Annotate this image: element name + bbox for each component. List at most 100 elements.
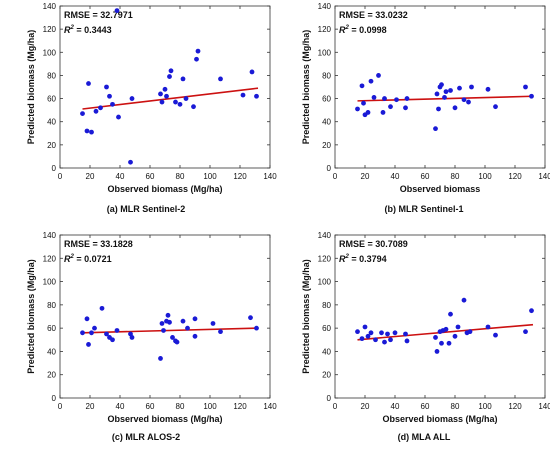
- data-point: [129, 335, 135, 340]
- x-tick-label: 120: [233, 402, 247, 411]
- y-axis-label: Predicted biomass (Mg/ha): [26, 259, 36, 374]
- r2-superscript: 2: [70, 254, 75, 260]
- y-tick-label: 20: [322, 371, 331, 380]
- r2-superscript: 2: [345, 254, 350, 260]
- data-point: [382, 339, 387, 345]
- regression-line: [357, 323, 534, 341]
- data-point: [392, 330, 398, 336]
- x-tick-label: 80: [176, 402, 185, 411]
- x-tick-label: 140: [538, 402, 550, 411]
- y-tick-label: 100: [43, 278, 57, 287]
- x-tick-label: 0: [58, 172, 63, 181]
- x-tick-label: 20: [86, 172, 95, 181]
- data-point: [461, 297, 467, 303]
- y-tick-label: 40: [322, 347, 331, 356]
- data-point: [180, 318, 186, 324]
- y-tick-label: 0: [52, 164, 57, 173]
- data-point: [195, 48, 201, 54]
- data-point: [404, 96, 410, 101]
- x-tick-label: 40: [391, 402, 400, 411]
- data-point: [371, 95, 377, 100]
- x-tick-label: 120: [508, 172, 522, 181]
- y-tick-label: 140: [43, 2, 57, 11]
- data-point: [218, 329, 223, 335]
- data-point: [159, 321, 165, 326]
- data-point: [104, 331, 109, 337]
- r2-superscript: 2: [70, 25, 75, 31]
- data-point: [161, 328, 166, 333]
- x-tick-label: 60: [146, 402, 155, 411]
- y-tick-label: 140: [318, 2, 332, 11]
- x-tick-label: 20: [86, 402, 95, 411]
- data-point: [99, 305, 105, 311]
- data-point: [89, 330, 94, 336]
- data-point: [165, 312, 171, 318]
- data-point: [368, 330, 374, 336]
- y-tick-label: 60: [47, 95, 56, 104]
- x-tick-label: 60: [146, 172, 155, 181]
- y-tick-label: 40: [47, 347, 56, 356]
- data-point: [355, 106, 360, 112]
- data-point: [461, 97, 467, 103]
- data-point: [403, 331, 408, 337]
- r2-value: = 0.0998: [349, 25, 387, 35]
- data-point: [248, 315, 253, 321]
- data-point: [129, 96, 135, 101]
- y-tick-label: 60: [47, 324, 56, 333]
- x-tick-label: 100: [478, 172, 492, 181]
- x-tick-label: 100: [478, 402, 492, 411]
- x-tick-label: 20: [361, 402, 370, 411]
- data-point: [388, 104, 393, 110]
- panel-2: 0 20 40 60 80 100 120 140 0 20 40 60 80 100 120 140 Obse…: [301, 2, 550, 214]
- data-point: [452, 333, 458, 339]
- x-tick-label: 100: [203, 402, 217, 411]
- x-tick-label: 40: [116, 172, 125, 181]
- y-tick-label: 120: [318, 254, 332, 263]
- y-tick-label: 80: [322, 71, 331, 80]
- data-point: [443, 89, 449, 95]
- data-point: [362, 324, 368, 330]
- x-tick-label: 100: [203, 172, 217, 181]
- panel-3: 0 20 40 60 80 100 120 140 0 20 40 60 80 100 120 140 Obse…: [26, 231, 277, 442]
- y-axis-label: Predicted biomass (Mg/ha): [26, 30, 36, 145]
- panel-caption: (d) MLA ALL: [398, 432, 451, 442]
- rmse-annotation: RMSE = 33.1828: [64, 239, 133, 249]
- y-tick-label: 40: [47, 118, 56, 127]
- data-point: [158, 356, 163, 361]
- data-point: [174, 339, 180, 345]
- y-tick-label: 60: [322, 95, 331, 104]
- r2-symbol: R: [339, 25, 346, 35]
- plot-area: [334, 234, 546, 399]
- data-point: [177, 101, 183, 107]
- data-point: [159, 99, 165, 105]
- x-tick-label: 60: [421, 402, 430, 411]
- data-point: [493, 104, 498, 110]
- data-point: [254, 325, 259, 331]
- panel-4: 0 20 40 60 80 100 120 140 0 20 40 60 80 100 120 140 Obse…: [301, 231, 550, 442]
- data-point: [385, 331, 390, 337]
- data-point: [529, 308, 534, 314]
- data-point: [185, 325, 190, 331]
- data-point: [469, 84, 474, 90]
- data-point: [368, 78, 374, 84]
- data-point: [194, 56, 199, 62]
- y-tick-label: 0: [327, 394, 332, 403]
- y-tick-label: 120: [43, 254, 57, 263]
- rmse-annotation: RMSE = 33.0232: [339, 10, 408, 20]
- data-point: [98, 105, 103, 111]
- data-point: [107, 93, 112, 99]
- data-point: [192, 333, 198, 339]
- data-point: [80, 111, 85, 117]
- data-point: [183, 96, 189, 101]
- data-point: [162, 86, 168, 92]
- y-tick-label: 140: [43, 231, 57, 240]
- y-axis-label: Predicted biomass (Mg/ha): [301, 30, 311, 145]
- data-point: [436, 106, 441, 112]
- data-point: [89, 129, 94, 135]
- data-point: [446, 340, 452, 346]
- x-tick-label: 60: [421, 172, 430, 181]
- x-tick-label: 140: [263, 402, 277, 411]
- data-point: [443, 326, 449, 332]
- rmse-annotation: RMSE = 32.7971: [64, 10, 133, 20]
